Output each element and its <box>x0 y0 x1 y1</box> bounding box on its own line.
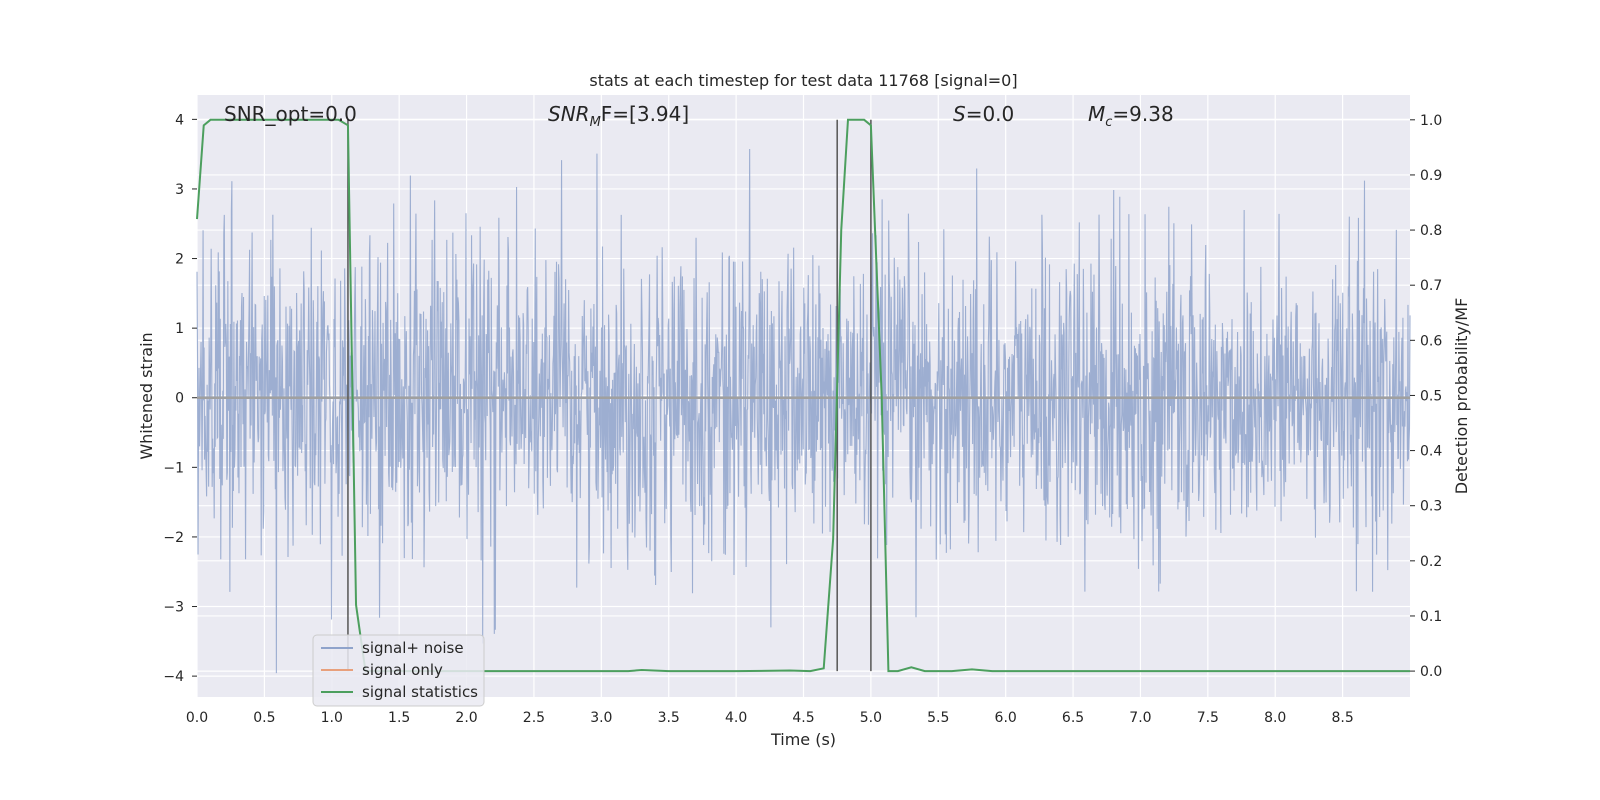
annotation-snr-opt: SNR_opt=0.0 <box>224 102 357 126</box>
y2-tick-label: 0.6 <box>1420 333 1442 349</box>
x-tick-label: 5.0 <box>860 710 882 726</box>
y-tick-label: −4 <box>163 669 184 685</box>
legend-box <box>312 634 485 707</box>
legend: signal+ noise signal only signal statistic… <box>312 634 485 707</box>
series-layer <box>196 118 1410 673</box>
y2-tick-label: 0.3 <box>1420 499 1442 515</box>
x-axis-label: Time (s) <box>770 730 836 749</box>
annotation-snr-mf-sub: M <box>590 115 601 130</box>
annotation-mc-tail: =9.38 <box>1112 102 1173 126</box>
y-tick-label: −3 <box>163 600 184 616</box>
signal-statistics-line <box>196 118 1410 673</box>
y-tick-label: 3 <box>175 182 184 198</box>
annotation-mc-sub: c <box>1105 115 1112 130</box>
y-axis-label: Whitened strain <box>137 332 156 459</box>
annotation-s-main: S <box>953 102 966 126</box>
y2-tick-label: 0.2 <box>1420 554 1442 570</box>
x-tick-label: 4.0 <box>725 710 747 726</box>
y-tick-label: 1 <box>175 321 184 337</box>
y-tick-label: 0 <box>175 391 184 407</box>
y2-tick-label: 0.7 <box>1420 278 1442 294</box>
y2-tick-label: 0.5 <box>1420 388 1442 404</box>
x-tick-label: 7.0 <box>1129 710 1151 726</box>
legend-entry: signal+ noise <box>362 639 464 657</box>
x-tick-label: 3.5 <box>658 710 680 726</box>
x-tick-label: 6.5 <box>1062 710 1084 726</box>
annotation-snr-mf-tail: F=[3.94] <box>601 102 689 126</box>
annotation-snr-mf: SNRMF=[3.94] <box>548 102 689 130</box>
y-tick-label: −1 <box>163 460 184 476</box>
x-tick-label: 0.5 <box>253 710 275 726</box>
annotation-mc: Mc=9.38 <box>1088 102 1174 130</box>
legend-entry: signal only <box>362 661 443 679</box>
y-tick-label: −2 <box>163 530 184 546</box>
chart-title: stats at each timestep for test data 117… <box>589 71 1017 90</box>
x-tick-label: 6.0 <box>995 710 1017 726</box>
y2-tick-label: 0.4 <box>1420 444 1442 460</box>
y2-tick-label: 1.0 <box>1420 113 1442 129</box>
signal-plus-noise-line <box>196 148 1411 674</box>
y2-axis-label: Detection probability/MF <box>1452 298 1471 495</box>
annotation-s: S=0.0 <box>953 102 1014 126</box>
x-tick-label: 0.0 <box>186 710 208 726</box>
y-tick-label: 2 <box>175 252 184 268</box>
annotation-s-tail: =0.0 <box>966 102 1015 126</box>
y2-tick-label: 0.8 <box>1420 223 1442 239</box>
x-tick-label: 8.5 <box>1331 710 1353 726</box>
x-tick-label: 8.0 <box>1264 710 1286 726</box>
x-tick-label: 1.0 <box>321 710 343 726</box>
axis-layer: 0.0 0.5 1.0 1.5 2.0 2.5 3.0 3.5 4.0 4.5 5.0 5.5 6.0 6… <box>163 112 1442 726</box>
x-tick-label: 3.0 <box>590 710 612 726</box>
x-tick-label: 1.5 <box>388 710 410 726</box>
x-tick-label: 2.5 <box>523 710 545 726</box>
x-tick-label: 4.5 <box>792 710 814 726</box>
y2-tick-label: 0.0 <box>1420 664 1442 680</box>
x-tick-label: 7.5 <box>1197 710 1219 726</box>
legend-entry: signal statistics <box>362 683 478 701</box>
y2-tick-label: 0.1 <box>1420 609 1442 625</box>
x-tick-label: 5.5 <box>927 710 949 726</box>
x-tick-label: 2.0 <box>455 710 477 726</box>
annotation-mc-main: M <box>1088 102 1105 126</box>
series-signal-plus-noise <box>196 148 1411 674</box>
y-tick-label: 4 <box>175 112 184 128</box>
y2-tick-label: 0.9 <box>1420 168 1442 184</box>
annotation-snr-mf-main: SNR <box>548 102 590 126</box>
